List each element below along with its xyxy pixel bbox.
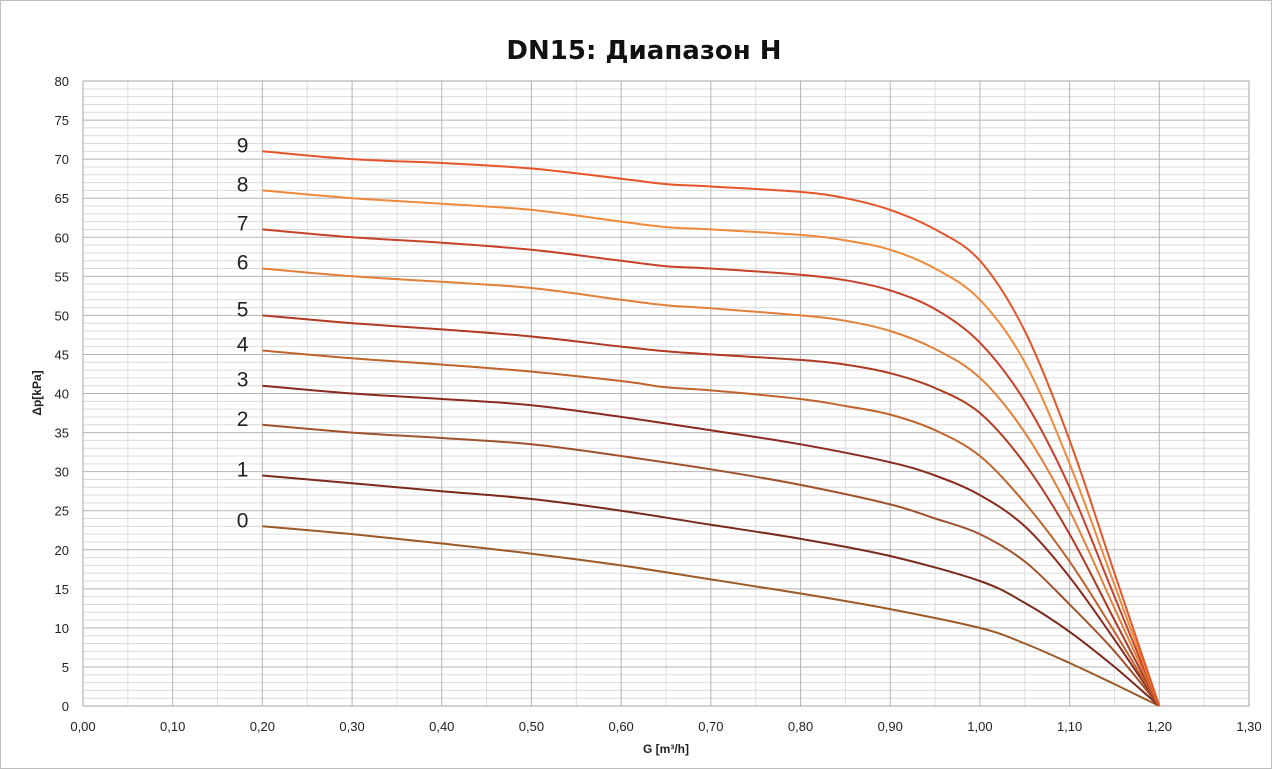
x-tick-label: 0,50 (519, 719, 544, 734)
x-tick-label: 0,30 (339, 719, 364, 734)
y-tick-label: 25 (55, 504, 69, 519)
y-tick-label: 10 (55, 621, 69, 636)
x-tick-label: 0,70 (698, 719, 723, 734)
x-tick-label: 0,90 (878, 719, 903, 734)
x-tick-label: 0,40 (429, 719, 454, 734)
x-tick-label: 0,00 (70, 719, 95, 734)
x-tick-label: 1,30 (1236, 719, 1261, 734)
series-line-4 (262, 349, 1161, 707)
x-tick-label: 1,00 (967, 719, 992, 734)
y-tick-label: 55 (55, 269, 69, 284)
y-tick-label: 45 (55, 347, 69, 362)
series-line-2 (262, 423, 1161, 707)
x-tick-label: 0,60 (608, 719, 633, 734)
y-tick-label: 20 (55, 543, 69, 558)
series-labels: 0 1 2 3 4 5 6 7 8 9 (237, 134, 249, 532)
y-axis-ticks: 0 5 10 15 20 25 30 35 40 45 50 55 60 65 70 75 80 (55, 74, 69, 714)
plot-area-border (82, 80, 1250, 707)
y-tick-label: 80 (55, 74, 69, 89)
y-tick-label: 40 (55, 387, 69, 402)
y-tick-label: 5 (62, 660, 69, 675)
y-tick-label: 15 (55, 582, 69, 597)
series-line-5 (262, 314, 1161, 707)
series-line-1 (262, 474, 1160, 707)
x-tick-label: 1,20 (1147, 719, 1172, 734)
y-tick-label: 75 (55, 113, 69, 128)
series-line-9 (262, 150, 1161, 707)
y-tick-label: 60 (55, 230, 69, 245)
series-line-7 (262, 228, 1161, 707)
series-label-3: 3 (237, 369, 249, 392)
series-line-8 (262, 189, 1161, 707)
series-label-9: 9 (237, 134, 249, 157)
x-tick-label: 0,20 (250, 719, 275, 734)
series-label-1: 1 (237, 459, 249, 482)
major-gridlines (83, 81, 1249, 706)
chart-title: DN15: Диапазон H (506, 36, 781, 66)
y-tick-label: 35 (55, 426, 69, 441)
y-tick-label: 50 (55, 308, 69, 323)
x-axis-ticks: 0,00 0,10 0,20 0,30 0,40 0,50 0,60 0,70 0,80 0,90… (70, 719, 1261, 734)
series-label-5: 5 (237, 298, 249, 321)
x-tick-label: 0,80 (788, 719, 813, 734)
series-line-0 (262, 525, 1160, 707)
series-label-4: 4 (237, 334, 249, 357)
x-tick-label: 0,10 (160, 719, 185, 734)
x-tick-label: 1,10 (1057, 719, 1082, 734)
series-line-3 (262, 384, 1161, 707)
series-label-2: 2 (237, 408, 249, 431)
y-tick-label: 70 (55, 152, 69, 167)
series-label-0: 0 (237, 509, 249, 532)
series-line-6 (262, 267, 1161, 707)
y-tick-label: 65 (55, 191, 69, 206)
y-tick-label: 30 (55, 465, 69, 480)
x-axis-title: G [m³/h] (643, 742, 689, 756)
y-tick-label: 0 (62, 699, 69, 714)
y-axis-title: Δp[kPa] (30, 370, 44, 415)
series-label-7: 7 (237, 212, 249, 235)
series-label-6: 6 (237, 252, 249, 275)
series-lines (262, 150, 1161, 707)
series-label-8: 8 (237, 173, 249, 196)
